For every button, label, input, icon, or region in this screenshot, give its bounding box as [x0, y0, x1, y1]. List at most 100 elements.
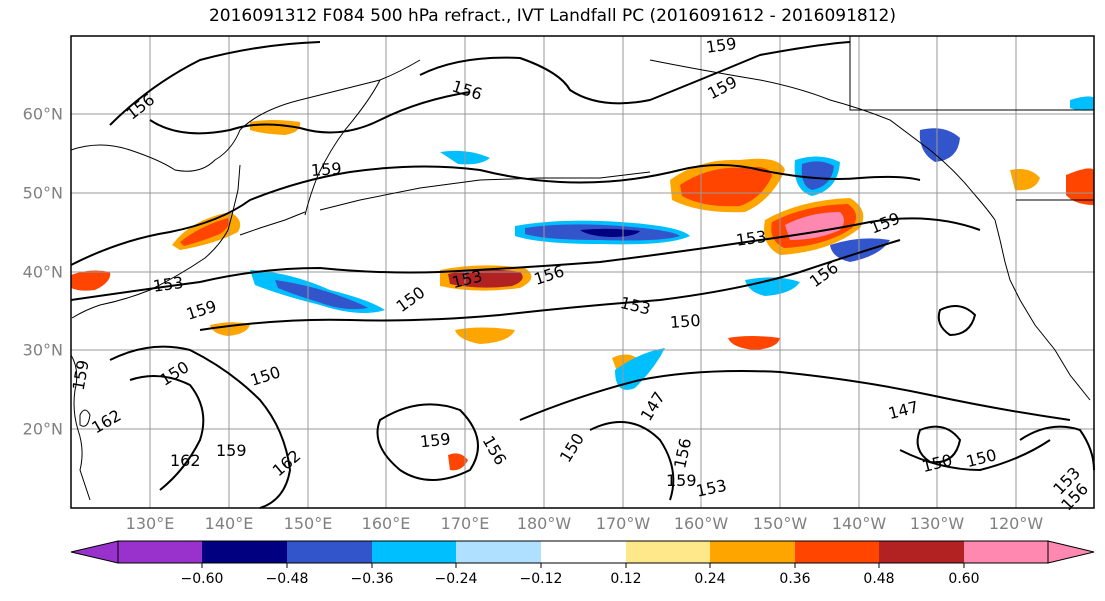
positive-anomaly-180-core	[448, 269, 523, 288]
shading-layer	[71, 96, 1094, 471]
colorbar-segment	[795, 541, 879, 563]
colorbar-tick-label: 0.60	[948, 571, 980, 587]
colorbar-segment	[118, 541, 202, 563]
colorbar-segment	[287, 541, 372, 563]
lon-label-150e: 150°E	[283, 514, 333, 533]
negative-anomaly-55n	[919, 128, 960, 162]
coast-taiwan	[79, 409, 91, 427]
coast-alaska-south	[649, 59, 996, 221]
contour-label: 159	[216, 441, 247, 460]
colorbar-segment	[541, 541, 626, 563]
lon-label-160e: 160°E	[361, 514, 411, 533]
lat-label-40n: 40°N	[22, 262, 63, 282]
coast-sakhalin	[227, 164, 241, 231]
contour-153-east	[1019, 425, 1095, 471]
lon-label-140w: 140°W	[831, 514, 887, 533]
lat-label-20n: 20°N	[22, 419, 63, 439]
contour-159-main	[70, 164, 921, 266]
colorbar-segment	[879, 541, 964, 563]
contour-156-south	[589, 421, 675, 501]
colorbar-tick-label: −0.12	[519, 571, 563, 587]
colorbar-segment	[456, 541, 541, 563]
lon-label-130e: 130°E	[125, 514, 175, 533]
colorbar-tick-label: 0.12	[610, 571, 642, 587]
contour-153-main	[70, 217, 981, 301]
contour-label: 159	[310, 159, 342, 180]
positive-anomaly-alaska	[1010, 169, 1040, 191]
plot-title: 2016091312 F084 500 hPa refract., IVT La…	[208, 6, 896, 26]
contour-low-1	[376, 403, 479, 481]
colorbar-tick-label: 0.24	[694, 571, 726, 587]
contour-label: 153	[152, 273, 185, 296]
contour-loop-east	[937, 305, 977, 337]
map-border	[70, 35, 1095, 509]
negative-anomaly-50n-core	[801, 161, 834, 190]
contour-label: 153	[735, 227, 768, 250]
negative-anomaly-45n-core	[580, 228, 640, 237]
colorbar	[70, 540, 1095, 568]
contour-150	[199, 239, 901, 331]
lon-label-160w: 160°W	[673, 514, 729, 533]
colorbar-tick-label: 0.36	[779, 571, 811, 587]
colorbar-extend-low	[70, 540, 119, 564]
colorbar-segment	[372, 541, 456, 563]
coast-aleutian-chain	[319, 171, 651, 211]
coastlines	[70, 36, 1094, 501]
colorbar-extend-high	[1047, 540, 1095, 564]
lat-label-60n: 60°N	[22, 104, 63, 124]
contour-label: 162	[170, 451, 201, 470]
contour-label: 159	[419, 429, 451, 451]
contour-162-southwest	[109, 345, 292, 509]
positive-anomaly-west-pacific-core	[180, 218, 229, 246]
lon-label-120w: 120°W	[988, 514, 1044, 533]
height-contours	[70, 41, 1095, 509]
contour-label: 150	[669, 311, 701, 332]
lon-label-180w: 180°W	[516, 514, 572, 533]
colorbar-tick-label: −0.48	[265, 571, 309, 587]
coast-china	[70, 354, 91, 501]
negative-anomaly-30n-150w	[615, 348, 665, 390]
coast-asia-north	[70, 59, 421, 172]
lat-label-30n: 30°N	[22, 340, 63, 360]
lon-label-130w: 130°W	[909, 514, 965, 533]
negative-anomaly-38n-core	[275, 280, 368, 310]
contour-156-north	[109, 41, 321, 126]
lon-label-170e: 170°E	[440, 514, 490, 533]
positive-anomaly-east-edge	[1066, 168, 1094, 205]
positive-anomaly-140w-peak	[785, 212, 844, 240]
coast-bc	[994, 219, 1091, 401]
contour-low-2	[916, 425, 962, 464]
lat-label-50n: 50°N	[22, 183, 63, 203]
contour-150-east	[899, 439, 1051, 472]
lon-label-170w: 170°W	[595, 514, 651, 533]
graticule	[71, 36, 1094, 508]
coast-alaska-north	[849, 36, 1094, 111]
contour-147	[519, 370, 1071, 421]
lon-label-140e: 140°E	[204, 514, 254, 533]
positive-anomaly-150w-core	[680, 167, 772, 207]
lon-label-150w: 150°W	[752, 514, 808, 533]
colorbar-segment	[626, 541, 710, 563]
coast-japan	[71, 229, 229, 319]
colorbar-ticks	[201, 563, 965, 568]
coast-kamchatka	[304, 79, 381, 216]
colorbar-segment	[710, 541, 795, 563]
positive-anomaly-japan	[71, 270, 111, 291]
colorbar-tick-label: −0.60	[180, 571, 224, 587]
contour-label: 159	[705, 34, 738, 57]
colorbar-segment	[964, 541, 1048, 563]
positive-anomaly-30n-a	[455, 327, 515, 344]
colorbar-tick-label: 0.48	[863, 571, 895, 587]
colorbar-segment	[202, 541, 287, 563]
positive-anomaly-30n-b	[728, 336, 780, 350]
positive-anomaly-20n	[448, 453, 468, 471]
colorbar-tick-label: −0.24	[434, 571, 478, 587]
coast-kuril-chain	[239, 211, 306, 236]
contour-label: 159	[666, 471, 697, 490]
contour-156-southwest	[129, 375, 205, 491]
colorbar-tick-label: −0.36	[350, 571, 394, 587]
negative-anomaly-east-edge	[1070, 96, 1094, 111]
colorbar-frame	[117, 540, 1049, 564]
negative-anomaly-40n-140w	[830, 238, 890, 262]
